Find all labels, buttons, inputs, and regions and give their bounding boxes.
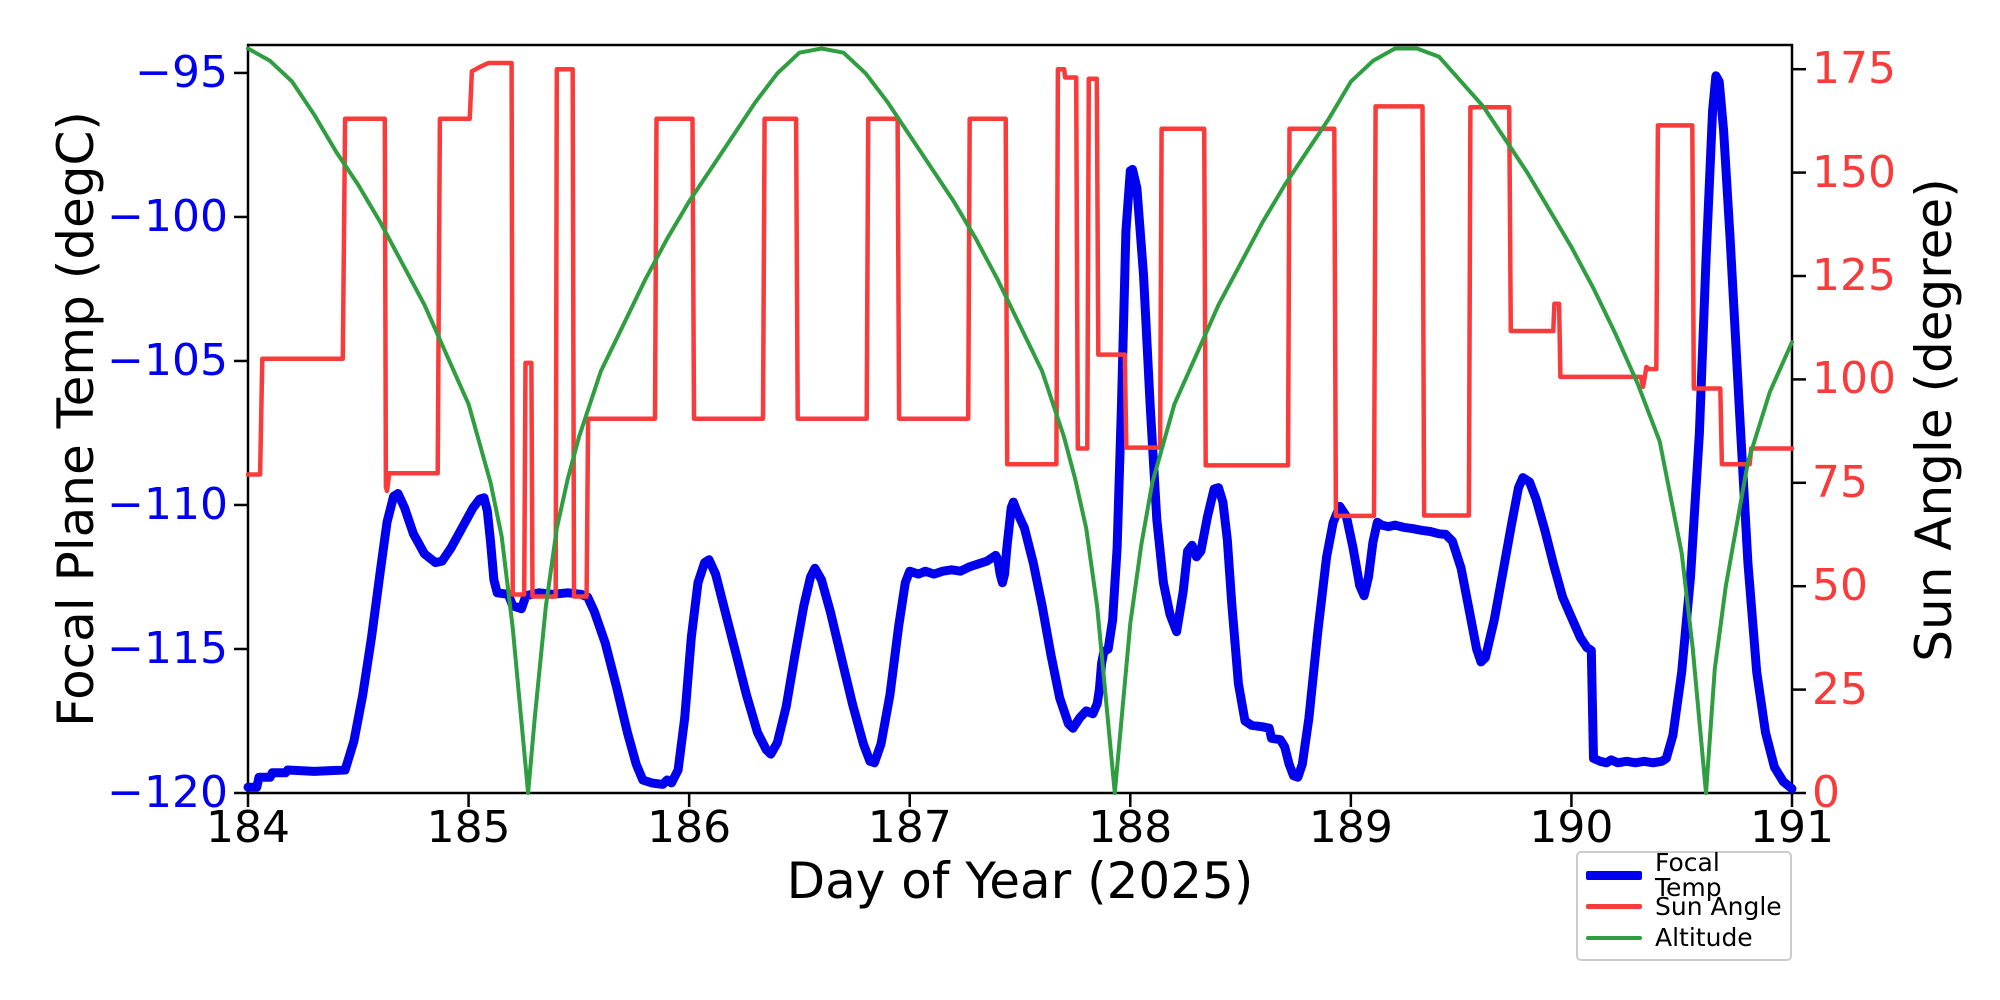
series-line-sun-angle	[245, 60, 1795, 599]
x-tick-label-185: 185	[426, 802, 511, 853]
left-tick-label-1: −100	[107, 190, 228, 242]
legend-label: Altitude	[1655, 923, 1753, 952]
legend-label: Sun Angle	[1655, 892, 1782, 921]
right-tick-label-5: 50	[1812, 560, 1868, 612]
right-tick-label-2: 125	[1812, 249, 1896, 301]
legend-line-icon	[1586, 935, 1642, 940]
x-tick-label-190: 190	[1529, 802, 1614, 853]
x-tick-label-188: 188	[1088, 802, 1173, 853]
left-tick-label-3: −110	[107, 478, 228, 530]
series-line-altitude	[246, 46, 1794, 795]
right-tick-label-1: 150	[1812, 146, 1896, 198]
right-tick-label-4: 75	[1812, 456, 1868, 508]
left-tick-label-4: −115	[107, 622, 228, 674]
plot-frame	[246, 43, 1794, 795]
right-axis-title: Sun Angle (degree)	[1905, 178, 1963, 662]
x-tick-label-186: 186	[647, 802, 732, 853]
right-tick-label-6: 25	[1812, 663, 1868, 715]
x-tick-label-187: 187	[867, 802, 952, 853]
x-tick-label-184: 184	[206, 802, 290, 853]
left-tick-label-2: −105	[107, 334, 228, 386]
x-tick-label-191: 191	[1750, 802, 1834, 853]
legend-line-icon	[1586, 904, 1642, 909]
legend-line-icon	[1586, 870, 1642, 880]
right-tick-label-3: 100	[1812, 353, 1896, 405]
legend-row-focal-temp: Focal Temp	[1586, 850, 1782, 900]
legend: Focal Temp Sun Angle Altitude	[1576, 850, 1792, 961]
legend-row-altitude: Altitude	[1586, 922, 1782, 953]
x-axis-title: Day of Year (2025)	[786, 852, 1254, 910]
left-tick-label-0: −95	[135, 46, 228, 98]
series-line-focal-temp	[243, 71, 1797, 794]
legend-row-sun-angle: Sun Angle	[1586, 891, 1782, 922]
right-tick-label-0: 175	[1812, 43, 1896, 95]
left-tick-label-5: −120	[107, 767, 228, 818]
left-axis-title: Focal Plane Temp (degC)	[47, 111, 105, 727]
right-tick-label-7: 0	[1812, 767, 1840, 818]
legend-label: Focal Temp	[1655, 848, 1722, 902]
x-tick-label-189: 189	[1308, 802, 1393, 853]
